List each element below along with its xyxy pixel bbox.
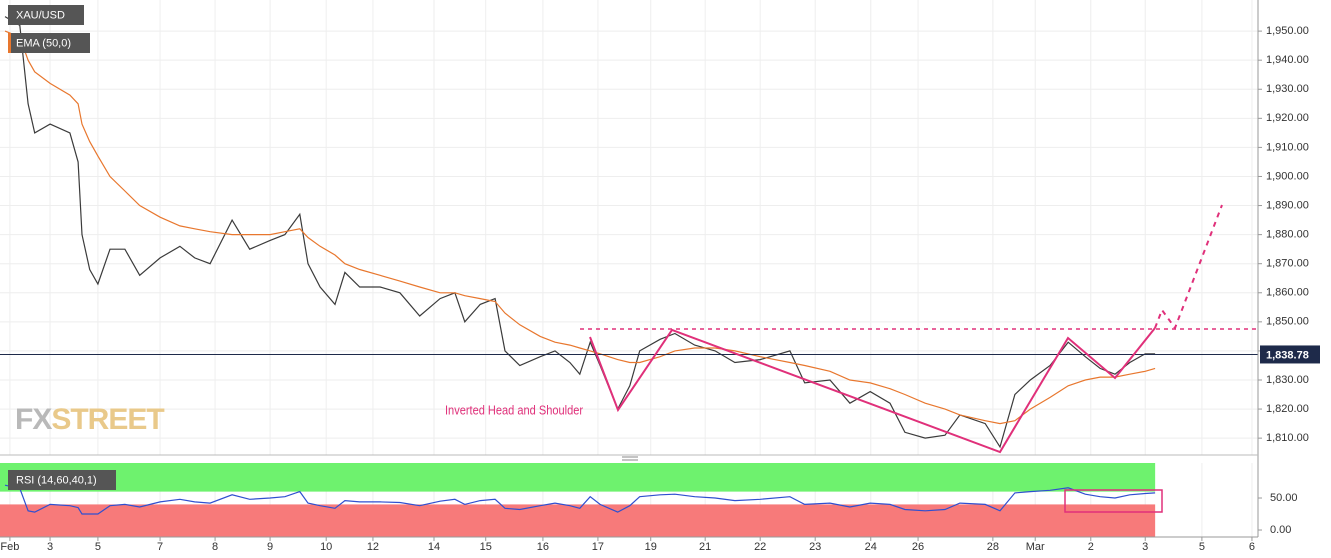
x-tick-label: 8	[212, 541, 218, 553]
watermark: FXSTREET	[15, 403, 164, 436]
y-tick-label: 1,910.00	[1266, 141, 1309, 153]
x-tick-label: 24	[865, 541, 877, 553]
y-tick-label: 50.00	[1270, 492, 1298, 504]
x-tick-label: Feb	[0, 541, 19, 553]
y-tick-label: 0.00	[1270, 524, 1291, 536]
x-tick-label: 3	[1142, 541, 1148, 553]
symbol-tag	[8, 5, 84, 25]
x-tick-label: 7	[157, 541, 163, 553]
rsi-tag	[8, 470, 116, 490]
y-tick-label: 1,810.00	[1266, 432, 1309, 444]
rsi-bands	[0, 463, 1156, 537]
y-tick-label: 1,890.00	[1266, 199, 1309, 211]
x-tick-label: 5	[1199, 541, 1205, 553]
rsi-label: RSI (14,60,40,1)	[16, 474, 97, 486]
x-tick-label: 9	[267, 541, 273, 553]
x-tick-label: 22	[754, 541, 766, 553]
x-tick-label: 28	[987, 541, 999, 553]
x-tick-label: 12	[367, 541, 379, 553]
x-tick-label: 16	[537, 541, 549, 553]
legend-box	[8, 33, 90, 53]
x-tick-label: 10	[320, 541, 332, 553]
watermark-fx: FX	[15, 403, 52, 436]
projection	[1154, 204, 1223, 331]
series-line	[4, 16, 1156, 449]
marks	[0, 16, 1258, 515]
y-tick-label: 1,860.00	[1266, 287, 1309, 299]
x-tick-label: 17	[592, 541, 604, 553]
y-tick-label: 1,870.00	[1266, 258, 1309, 270]
y-tick-label: 1,920.00	[1266, 112, 1309, 124]
x-tick-label: 3	[47, 541, 53, 553]
x-tick-label: 14	[428, 541, 440, 553]
y-tick-label: 1,830.00	[1266, 374, 1309, 386]
x-tick-label: Mar	[1026, 541, 1045, 553]
symbol-label: XAU/USD	[16, 9, 65, 21]
rsi-band	[0, 504, 1156, 537]
rsi-band	[0, 463, 1156, 492]
series-line	[4, 30, 1156, 425]
watermark-street: STREET	[51, 403, 164, 436]
rsi-highlight	[1064, 489, 1163, 513]
pattern-lines	[589, 327, 1156, 454]
x-tick-label: 26	[912, 541, 924, 553]
x-tick-label: 19	[645, 541, 657, 553]
x-tick-label: 6	[1249, 541, 1255, 553]
x-tick-label: 5	[95, 541, 101, 553]
current-price-label: 1,838.78	[1266, 349, 1309, 361]
y-tick-label: 1,930.00	[1266, 83, 1309, 95]
series-line	[4, 484, 1156, 515]
annotation: Inverted Head and Shoulder	[445, 403, 583, 418]
y-tick-label: 1,950.00	[1266, 25, 1309, 37]
legend-label: EMA (50,0)	[16, 37, 71, 49]
x-tick-label: 23	[809, 541, 821, 553]
pattern-drawing	[580, 204, 1258, 513]
y-tick-label: 1,820.00	[1266, 403, 1309, 415]
x-tick-label: 2	[1088, 541, 1094, 553]
y-tick-label: 1,850.00	[1266, 316, 1309, 328]
x-tick-label: 21	[699, 541, 711, 553]
y-tick-label: 1,880.00	[1266, 229, 1309, 241]
y-tick-label: 1,900.00	[1266, 170, 1309, 182]
legend-swatch	[8, 33, 11, 53]
x-tick-label: 15	[480, 541, 492, 553]
current-price-tag	[1260, 345, 1320, 364]
divider-handle	[622, 456, 638, 461]
y-tick-label: 1,940.00	[1266, 54, 1309, 66]
